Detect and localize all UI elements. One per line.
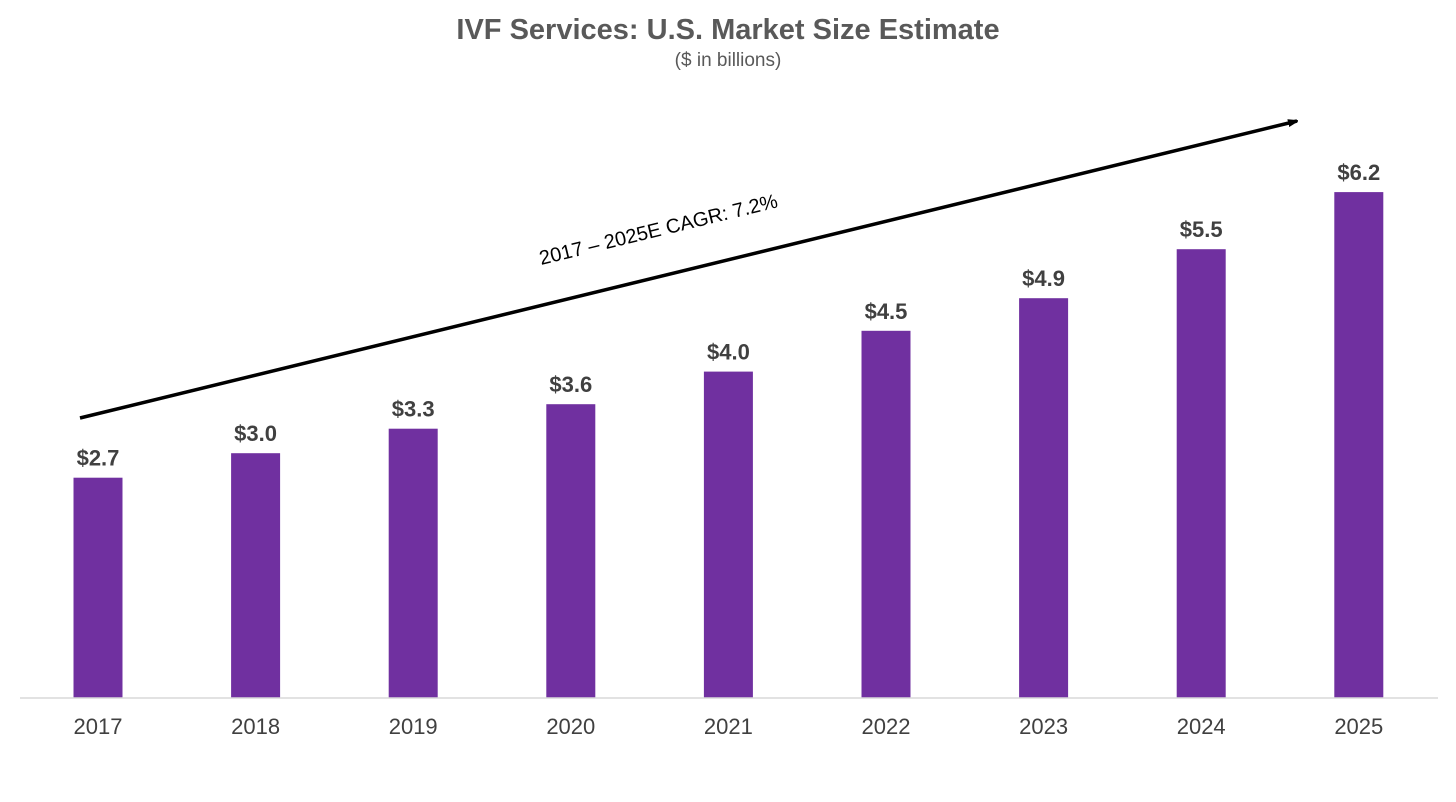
x-tick-label-2018: 2018 — [231, 714, 280, 739]
value-label-2018: $3.0 — [234, 421, 277, 446]
x-tick-label-2025: 2025 — [1334, 714, 1383, 739]
x-tick-label-2017: 2017 — [74, 714, 123, 739]
chart-subtitle: ($ in billions) — [674, 50, 782, 71]
value-label-2024: $5.5 — [1180, 217, 1223, 242]
bar-2023 — [1019, 298, 1069, 698]
value-label-2019: $3.3 — [392, 397, 435, 422]
chart-title: IVF Services: U.S. Market Size Estimate — [456, 14, 1000, 46]
x-tick-label-2021: 2021 — [704, 714, 753, 739]
bar-2020 — [546, 404, 596, 698]
bar-2022 — [861, 330, 911, 698]
bar-2019 — [388, 428, 438, 698]
value-label-2017: $2.7 — [77, 446, 120, 471]
value-label-2021: $4.0 — [707, 340, 750, 365]
bar-2018 — [231, 453, 281, 698]
cagr-arrow — [79, 121, 1297, 420]
value-label-2025: $6.2 — [1337, 160, 1380, 185]
value-label-2022: $4.5 — [865, 299, 908, 324]
bar-2024 — [1176, 249, 1226, 698]
bar-2025 — [1334, 192, 1384, 698]
bar-2017 — [73, 477, 123, 698]
bar-2021 — [703, 371, 753, 698]
x-tick-label-2024: 2024 — [1177, 714, 1226, 739]
value-label-2020: $3.6 — [549, 372, 592, 397]
x-tick-label-2023: 2023 — [1019, 714, 1068, 739]
value-label-2023: $4.9 — [1022, 266, 1065, 291]
cagr-annotation: 2017 – 2025E CAGR: 7.2% — [537, 190, 780, 269]
x-tick-label-2022: 2022 — [862, 714, 911, 739]
x-tick-label-2020: 2020 — [546, 714, 595, 739]
x-tick-label-2019: 2019 — [389, 714, 438, 739]
